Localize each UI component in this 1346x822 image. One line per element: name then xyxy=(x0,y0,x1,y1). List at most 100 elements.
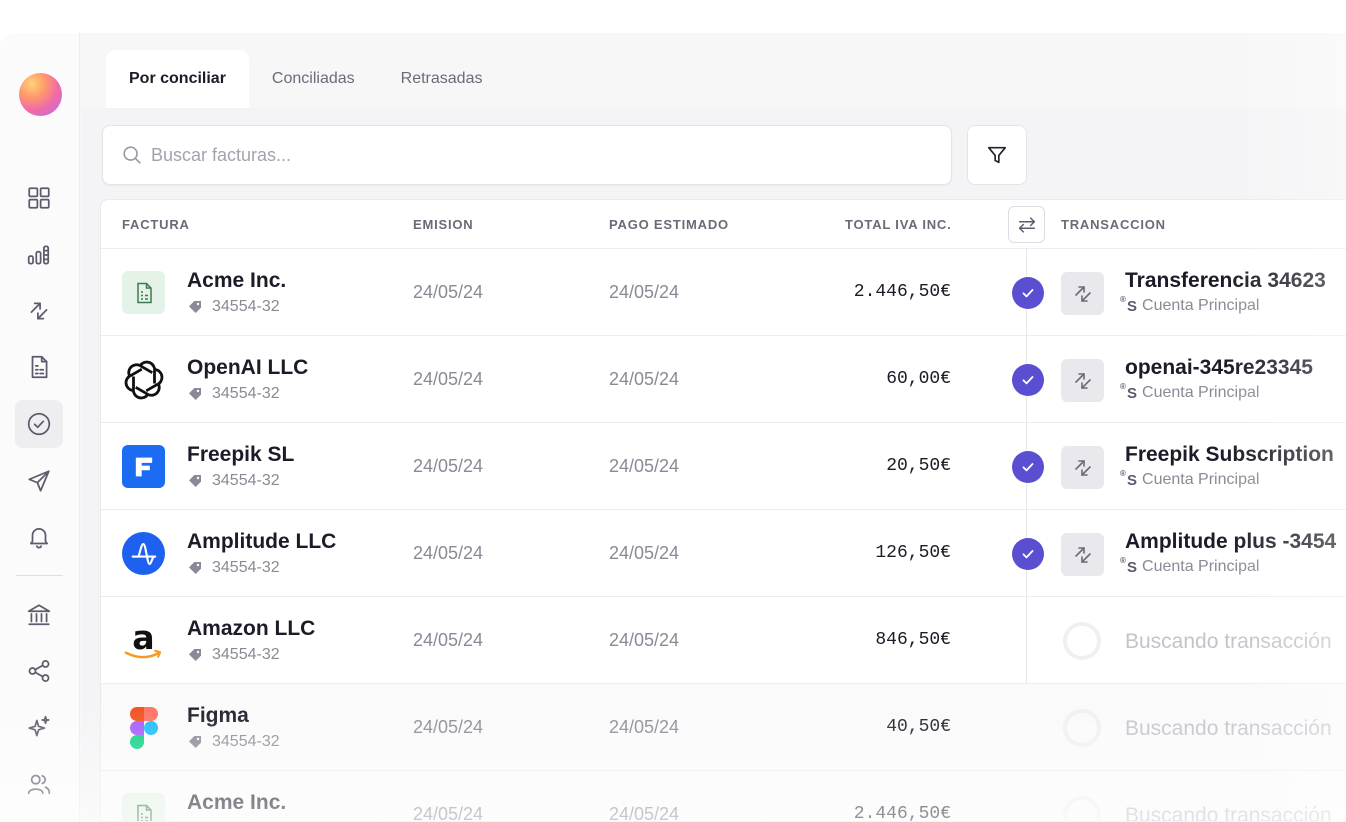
bell-icon xyxy=(26,524,52,550)
vendor-name: OpenAI LLC xyxy=(187,356,308,380)
bank-icon xyxy=(26,602,52,628)
vendor-name: Amplitude LLC xyxy=(187,530,336,554)
vendor-name: Acme Inc. xyxy=(187,791,286,815)
pago-date: 24/05/24 xyxy=(609,804,679,822)
invoice-ref: 34554-32 xyxy=(187,385,280,403)
invoices-table: FACTURA EMISION PAGO ESTIMADO TOTAL IVA … xyxy=(100,199,1346,822)
table-row[interactable]: Acme Inc. 24/05/24 24/05/24 2.446,50€ Bu… xyxy=(101,771,1346,822)
sidebar-item-send[interactable] xyxy=(15,457,63,505)
header-transaccion[interactable]: TRANSACCION xyxy=(1061,217,1166,232)
sidebar-item-notifications[interactable] xyxy=(15,513,63,561)
figma-logo xyxy=(122,706,165,749)
tab-bar: Por conciliar Conciliadas Retrasadas xyxy=(106,50,505,108)
document-icon xyxy=(122,271,165,314)
freepik-logo xyxy=(122,445,165,488)
transaction-transfer-icon xyxy=(1061,272,1104,315)
table-header: FACTURA EMISION PAGO ESTIMADO TOTAL IVA … xyxy=(101,200,1346,249)
total-amount: 20,50€ xyxy=(886,456,951,476)
filter-icon xyxy=(986,144,1008,166)
pago-date: 24/05/24 xyxy=(609,630,679,651)
transaction-transfer-icon xyxy=(1061,533,1104,576)
tab-retrasadas[interactable]: Retrasadas xyxy=(378,50,506,108)
transaction-account: ® S Cuenta Principal xyxy=(1125,384,1259,402)
vendor-name: Amazon LLC xyxy=(187,617,315,641)
tag-icon xyxy=(187,647,203,663)
loading-spinner-icon xyxy=(1063,622,1101,660)
transaction-title[interactable]: openai-345re23345 xyxy=(1125,356,1313,380)
swap-arrows-icon xyxy=(1016,214,1038,236)
dashboard-grid-icon xyxy=(26,185,52,211)
transaction-transfer-icon xyxy=(1061,359,1104,402)
transaction-title[interactable]: Freepik Subscription xyxy=(1125,443,1334,467)
sidebar-item-invoices[interactable] xyxy=(15,343,63,391)
amplitude-logo xyxy=(122,532,165,575)
transaction-title[interactable]: Amplitude plus -3454 xyxy=(1125,530,1336,554)
swap-columns-button[interactable] xyxy=(1008,206,1045,243)
matched-check-icon[interactable] xyxy=(1012,364,1044,396)
header-pago-estimado[interactable]: PAGO ESTIMADO xyxy=(609,217,729,232)
sparkles-icon xyxy=(26,714,52,740)
pago-date: 24/05/24 xyxy=(609,282,679,303)
header-factura[interactable]: FACTURA xyxy=(122,217,190,232)
table-row[interactable]: Acme Inc. 34554-32 24/05/24 24/05/24 2.4… xyxy=(101,249,1346,336)
transaction-transfer-icon xyxy=(1061,446,1104,489)
invoice-ref: 34554-32 xyxy=(187,733,280,751)
transaction-account: ® S Cuenta Principal xyxy=(1125,558,1259,576)
matched-check-icon[interactable] xyxy=(1012,277,1044,309)
table-row[interactable]: Amplitude LLC 34554-32 24/05/24 24/05/24… xyxy=(101,510,1346,597)
emision-date: 24/05/24 xyxy=(413,630,483,651)
vendor-name: Acme Inc. xyxy=(187,269,286,293)
pago-date: 24/05/24 xyxy=(609,543,679,564)
pago-date: 24/05/24 xyxy=(609,717,679,738)
tag-icon xyxy=(187,299,203,315)
table-row[interactable]: Figma 34554-32 24/05/24 24/05/24 40,50€ … xyxy=(101,684,1346,771)
header-emision[interactable]: EMISION xyxy=(413,217,474,232)
tab-por-conciliar[interactable]: Por conciliar xyxy=(106,50,249,108)
transaction-title[interactable]: Transferencia 34623 xyxy=(1125,269,1326,293)
avatar[interactable] xyxy=(19,73,62,116)
total-amount: 2.446,50€ xyxy=(854,804,951,822)
sidebar-item-ai[interactable] xyxy=(15,703,63,751)
tag-icon xyxy=(187,473,203,489)
matched-check-icon[interactable] xyxy=(1012,451,1044,483)
header-total[interactable]: TOTAL IVA INC. xyxy=(845,217,952,232)
invoice-ref: 34554-32 xyxy=(187,472,280,490)
matched-check-icon[interactable] xyxy=(1012,538,1044,570)
transaction-account: ® S Cuenta Principal xyxy=(1125,471,1259,489)
openai-logo xyxy=(122,358,165,401)
vendor-name: Figma xyxy=(187,704,249,728)
filter-button[interactable] xyxy=(967,125,1027,185)
emision-date: 24/05/24 xyxy=(413,369,483,390)
emision-date: 24/05/24 xyxy=(413,804,483,822)
svg-text:a: a xyxy=(132,619,154,657)
sidebar xyxy=(0,33,80,822)
vendor-name: Freepik SL xyxy=(187,443,294,467)
search-input[interactable] xyxy=(151,145,851,166)
invoice-ref-number: 34554-32 xyxy=(212,472,280,490)
loading-spinner-icon xyxy=(1063,796,1101,822)
search-box xyxy=(102,125,952,185)
invoice-ref-number: 34554-32 xyxy=(212,733,280,751)
share-icon xyxy=(26,658,52,684)
invoice-ref-number: 34554-32 xyxy=(212,298,280,316)
table-row[interactable]: Freepik SL 34554-32 24/05/24 24/05/24 20… xyxy=(101,423,1346,510)
transaction-account: ® S Cuenta Principal xyxy=(1125,297,1259,315)
tab-conciliadas[interactable]: Conciliadas xyxy=(249,50,378,108)
send-icon xyxy=(26,468,52,494)
sidebar-item-banks[interactable] xyxy=(15,591,63,639)
searching-status: Buscando transacción xyxy=(1125,804,1332,822)
bar-chart-icon xyxy=(26,242,52,268)
sidebar-item-transactions[interactable] xyxy=(15,287,63,335)
sidebar-item-reconciliation[interactable] xyxy=(15,400,63,448)
sidebar-item-team[interactable] xyxy=(15,760,63,808)
sidebar-divider xyxy=(16,575,63,576)
sidebar-item-reports[interactable] xyxy=(15,231,63,279)
tag-icon xyxy=(187,386,203,402)
invoice-ref: 34554-32 xyxy=(187,298,280,316)
sidebar-item-integrations[interactable] xyxy=(15,647,63,695)
table-row[interactable]: OpenAI LLC 34554-32 24/05/24 24/05/24 60… xyxy=(101,336,1346,423)
pago-date: 24/05/24 xyxy=(609,369,679,390)
users-icon xyxy=(26,771,52,797)
sidebar-item-dashboard[interactable] xyxy=(15,174,63,222)
table-row[interactable]: a Amazon LLC 34554-32 24/05/24 24/05/24 … xyxy=(101,597,1346,684)
